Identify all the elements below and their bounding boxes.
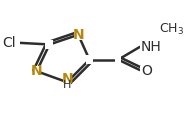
Text: H: H <box>63 80 71 90</box>
FancyBboxPatch shape <box>86 55 93 64</box>
FancyBboxPatch shape <box>115 55 121 64</box>
Text: Cl: Cl <box>2 36 16 50</box>
Text: N: N <box>61 72 73 86</box>
Text: O: O <box>142 64 153 78</box>
FancyBboxPatch shape <box>74 30 82 40</box>
FancyBboxPatch shape <box>33 66 41 76</box>
FancyBboxPatch shape <box>140 66 149 74</box>
FancyBboxPatch shape <box>63 77 71 87</box>
Text: N: N <box>73 28 84 42</box>
FancyBboxPatch shape <box>9 38 20 47</box>
FancyBboxPatch shape <box>46 40 53 49</box>
Text: NH: NH <box>141 40 161 54</box>
FancyBboxPatch shape <box>140 43 151 51</box>
Text: CH$_3$: CH$_3$ <box>159 22 184 37</box>
Text: N: N <box>31 64 43 78</box>
